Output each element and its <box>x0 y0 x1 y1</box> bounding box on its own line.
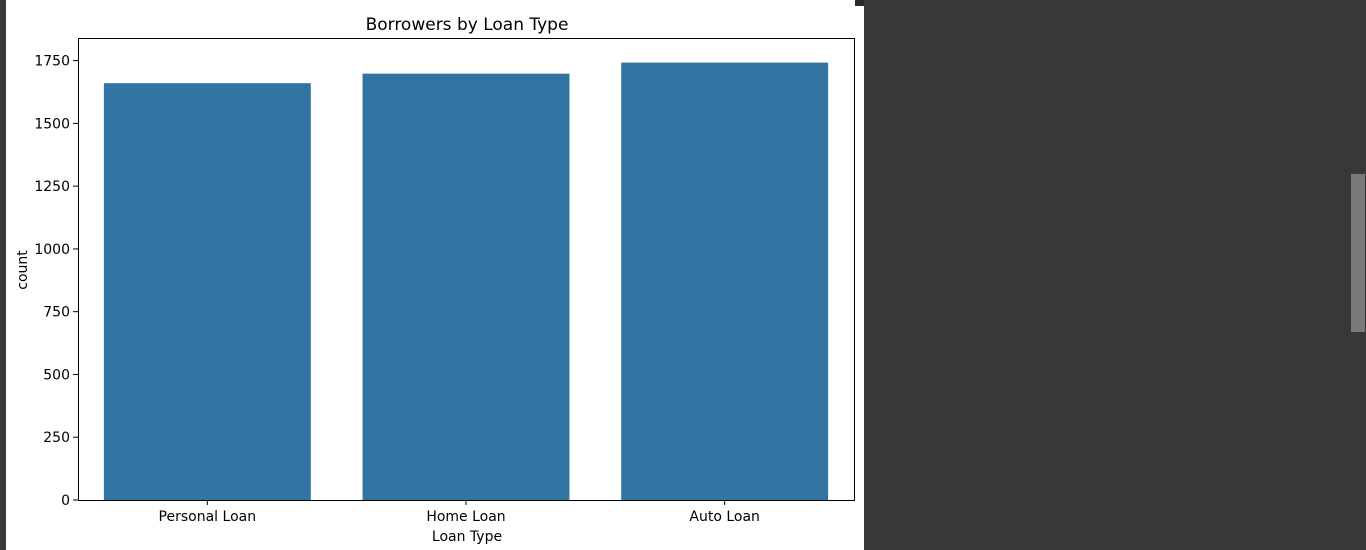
y-tick-label: 250 <box>43 430 70 446</box>
bar-chart: Borrowers by Loan Type 0 250 500 750 1000 125… <box>15 15 855 545</box>
panel-corner-mark <box>855 0 864 6</box>
y-axis-ticks: 0 250 500 750 1000 1250 1500 1750 <box>34 54 78 509</box>
bar-home-loan <box>362 73 570 500</box>
left-edge-strip <box>0 0 6 550</box>
y-tick-label: 1500 <box>34 116 70 132</box>
x-axis-label: Loan Type <box>432 529 502 545</box>
y-tick-label: 1250 <box>34 179 70 195</box>
y-axis-label: count <box>15 250 31 290</box>
y-tick-label: 0 <box>61 493 70 509</box>
y-tick-label: 750 <box>43 305 70 321</box>
x-tick-label: Home Loan <box>426 509 505 525</box>
y-tick-label: 1750 <box>34 54 70 70</box>
x-tick-label: Auto Loan <box>689 509 760 525</box>
bar-personal-loan <box>103 83 311 501</box>
chart-title: Borrowers by Loan Type <box>366 15 569 35</box>
bar-auto-loan <box>621 62 829 501</box>
y-tick-label: 500 <box>43 367 70 383</box>
x-tick-label: Personal Loan <box>159 509 257 525</box>
chart-output-panel: Borrowers by Loan Type 0 250 500 750 1000 125… <box>6 0 864 550</box>
x-axis-ticks: Personal Loan Home Loan Auto Loan <box>159 500 760 525</box>
y-tick-label: 1000 <box>34 242 70 258</box>
bars-group <box>103 62 829 501</box>
scrollbar-thumb[interactable] <box>1351 174 1365 332</box>
plot-frame <box>78 38 855 501</box>
